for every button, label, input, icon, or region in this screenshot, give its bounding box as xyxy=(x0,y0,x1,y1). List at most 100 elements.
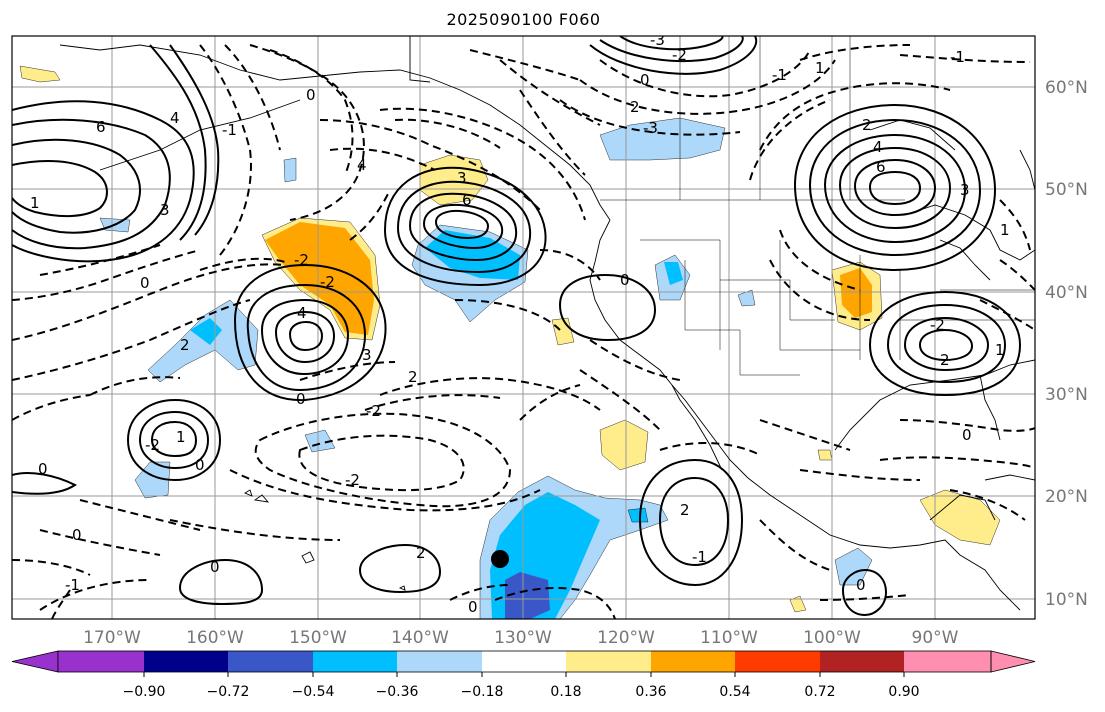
contour-label: -1 xyxy=(950,48,965,66)
lat-label: 10°N xyxy=(1045,590,1088,610)
contour-label: -1 xyxy=(65,576,80,594)
lon-label: 160°W xyxy=(186,628,244,648)
contour-label: 4 xyxy=(357,156,367,174)
coastlines xyxy=(59,36,1035,611)
contour-label: 4 xyxy=(170,109,180,127)
lon-label: 170°W xyxy=(83,628,141,648)
contour-label: 1 xyxy=(1000,221,1010,239)
contour-label: 0 xyxy=(195,456,205,474)
contour-label: 1 xyxy=(815,59,825,77)
contour-label: 0 xyxy=(38,460,48,478)
colorbar-segment xyxy=(735,651,820,672)
contour-label: 2 xyxy=(940,351,950,369)
plot-frame xyxy=(11,35,1036,620)
latitude-labels: 60°N 50°N 40°N 30°N 20°N 10°N xyxy=(1045,78,1088,610)
contour-label: 0 xyxy=(962,426,972,444)
longitude-labels: 170°W 160°W 150°W 140°W 130°W 120°W 110°… xyxy=(83,628,959,648)
colorbar-segment xyxy=(228,651,313,672)
lat-label: 50°N xyxy=(1045,180,1088,200)
colorbar-tick-label: −0.18 xyxy=(461,684,504,700)
negative-contours xyxy=(12,44,1035,619)
fill-neg-weak xyxy=(283,157,297,183)
fill-pos-weak xyxy=(19,65,61,83)
contour-label: 1 xyxy=(995,341,1005,359)
contour-label: 0 xyxy=(306,86,316,104)
fill-pos-weak xyxy=(817,449,833,461)
location-marker xyxy=(491,550,509,568)
contour-label: 6 xyxy=(462,191,472,209)
fill-neg-deep xyxy=(505,572,550,619)
contour-label: 2 xyxy=(416,544,426,562)
colorbar-tick-label: 0.36 xyxy=(635,684,666,700)
contour-label: 2 xyxy=(862,116,872,134)
lat-label: 40°N xyxy=(1045,283,1088,303)
colorbar-tick-label: −0.36 xyxy=(376,684,419,700)
contour-label: -1 xyxy=(222,121,237,139)
contour-label: 0 xyxy=(640,71,650,89)
contour-label: 3 xyxy=(160,201,170,219)
contour-labels: 6 4 3 1 -1 0 6 -3 3 4 0 2 -2 -2 2 4 3 0 … xyxy=(30,36,1010,616)
contour-label: 2 xyxy=(180,336,190,354)
contour-label: 0 xyxy=(620,271,630,289)
fill-neg-strong xyxy=(190,318,222,345)
contour-label: 3 xyxy=(362,346,372,364)
contour-label: 4 xyxy=(297,304,307,322)
fill-neg-strong xyxy=(664,262,683,285)
positive-contours xyxy=(12,36,1022,617)
fill-neg-weak xyxy=(599,117,726,161)
colorbar-segment xyxy=(58,651,144,672)
contour-label: 1 xyxy=(30,194,40,212)
lat-label: 20°N xyxy=(1045,487,1088,507)
fill-neg-weak xyxy=(627,507,649,523)
fill-pos-weak xyxy=(599,419,649,471)
lon-label: 90°W xyxy=(912,628,959,648)
colorbar-tick-label: −0.72 xyxy=(207,684,250,700)
lon-label: 130°W xyxy=(494,628,552,648)
colorbar-extend-high xyxy=(990,650,1036,673)
contour-label: -1 xyxy=(692,548,707,566)
lon-label: 140°W xyxy=(391,628,449,648)
contour-label: 6 xyxy=(96,118,106,136)
colorbar-segment xyxy=(482,651,566,672)
fill-pos-strong xyxy=(840,268,872,318)
contour-label: 1 xyxy=(176,428,186,446)
colorbar-tick-label: 0.54 xyxy=(719,684,750,700)
fill-neg-weak xyxy=(147,299,259,383)
fill-pos-weak xyxy=(419,154,489,206)
contour-label: 0 xyxy=(856,576,866,594)
contour-label: 0 xyxy=(72,526,82,544)
contour-label: 2 xyxy=(630,98,640,116)
colorbar: −0.90 −0.72 −0.54 −0.36 −0.18 0.18 0.36 … xyxy=(11,650,1036,700)
anomaly-fills xyxy=(19,65,1001,619)
contour-label: 0 xyxy=(296,390,306,408)
contour-label: 0 xyxy=(210,558,220,576)
colorbar-segment xyxy=(313,651,397,672)
contour-label: 0 xyxy=(140,274,150,292)
lon-label: 110°W xyxy=(700,628,758,648)
contour-label: 3 xyxy=(457,169,467,187)
contour-label: 4 xyxy=(873,138,883,156)
lat-label: 30°N xyxy=(1045,385,1088,405)
contour-label: -1 xyxy=(772,66,787,84)
contour-label: 0 xyxy=(468,598,478,616)
colorbar-segment xyxy=(820,651,904,672)
colorbar-tick-label: 0.18 xyxy=(550,684,581,700)
lon-label: 120°W xyxy=(597,628,655,648)
contour-label: -2 xyxy=(294,251,309,269)
fill-pos-weak xyxy=(919,489,1001,546)
colorbar-segment xyxy=(651,651,735,672)
colorbar-tick-label: −0.54 xyxy=(292,684,335,700)
contour-label: 2 xyxy=(680,501,690,519)
colorbar-tick-label: −0.90 xyxy=(123,684,166,700)
contour-label: -2 xyxy=(345,471,360,489)
colorbar-segment xyxy=(144,651,228,672)
colorbar-tick-label: 0.90 xyxy=(888,684,919,700)
colorbar-extend-low xyxy=(11,650,59,673)
fill-neg-weak xyxy=(834,547,873,586)
lat-label: 60°N xyxy=(1045,78,1088,98)
contour-label: 2 xyxy=(408,368,418,386)
contour-label: -2 xyxy=(672,46,687,64)
colorbar-segment xyxy=(397,651,482,672)
fill-pos-strong xyxy=(265,222,374,335)
